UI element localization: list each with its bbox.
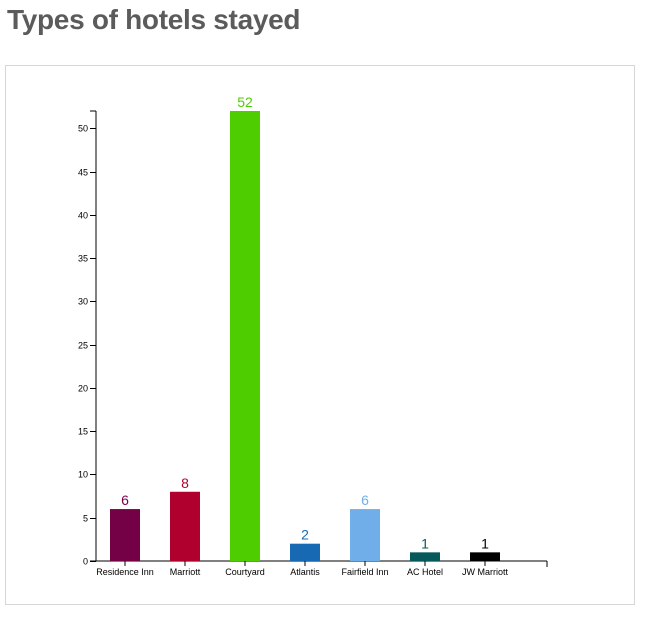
y-tick-label: 35: [78, 254, 88, 264]
bar[interactable]: [170, 491, 200, 561]
y-tick-label: 40: [78, 211, 88, 221]
data-label: 52: [237, 94, 253, 110]
y-tick-label: 15: [78, 427, 88, 437]
data-label: 8: [181, 475, 189, 491]
x-tick-label: Residence Inn: [96, 567, 154, 577]
x-tick-label: Marriott: [170, 567, 201, 577]
bar[interactable]: [290, 543, 320, 561]
y-tick-label: 10: [78, 470, 88, 480]
y-tick-label: 20: [78, 384, 88, 394]
bar[interactable]: [110, 509, 140, 561]
data-label: 6: [121, 492, 129, 508]
x-tick-label: Fairfield Inn: [341, 567, 388, 577]
x-tick-label: JW Marriott: [462, 567, 508, 577]
y-tick-label: 5: [83, 514, 88, 524]
x-tick-label: AC Hotel: [407, 567, 443, 577]
y-tick-label: 25: [78, 341, 88, 351]
y-tick-label: 45: [78, 168, 88, 178]
bar[interactable]: [410, 552, 440, 561]
y-tick-label: 50: [78, 124, 88, 134]
data-label: 1: [481, 535, 489, 551]
x-tick-label: Atlantis: [290, 567, 320, 577]
y-tick-label: 30: [78, 297, 88, 307]
bar[interactable]: [230, 111, 260, 561]
y-tick-label: 0: [83, 557, 88, 567]
data-label: 1: [421, 535, 429, 551]
data-label: 6: [361, 492, 369, 508]
bar[interactable]: [350, 509, 380, 561]
x-tick-label: Courtyard: [225, 567, 265, 577]
bar[interactable]: [470, 552, 500, 561]
page-title: Types of hotels stayed: [7, 4, 301, 35]
data-label: 2: [301, 527, 309, 543]
